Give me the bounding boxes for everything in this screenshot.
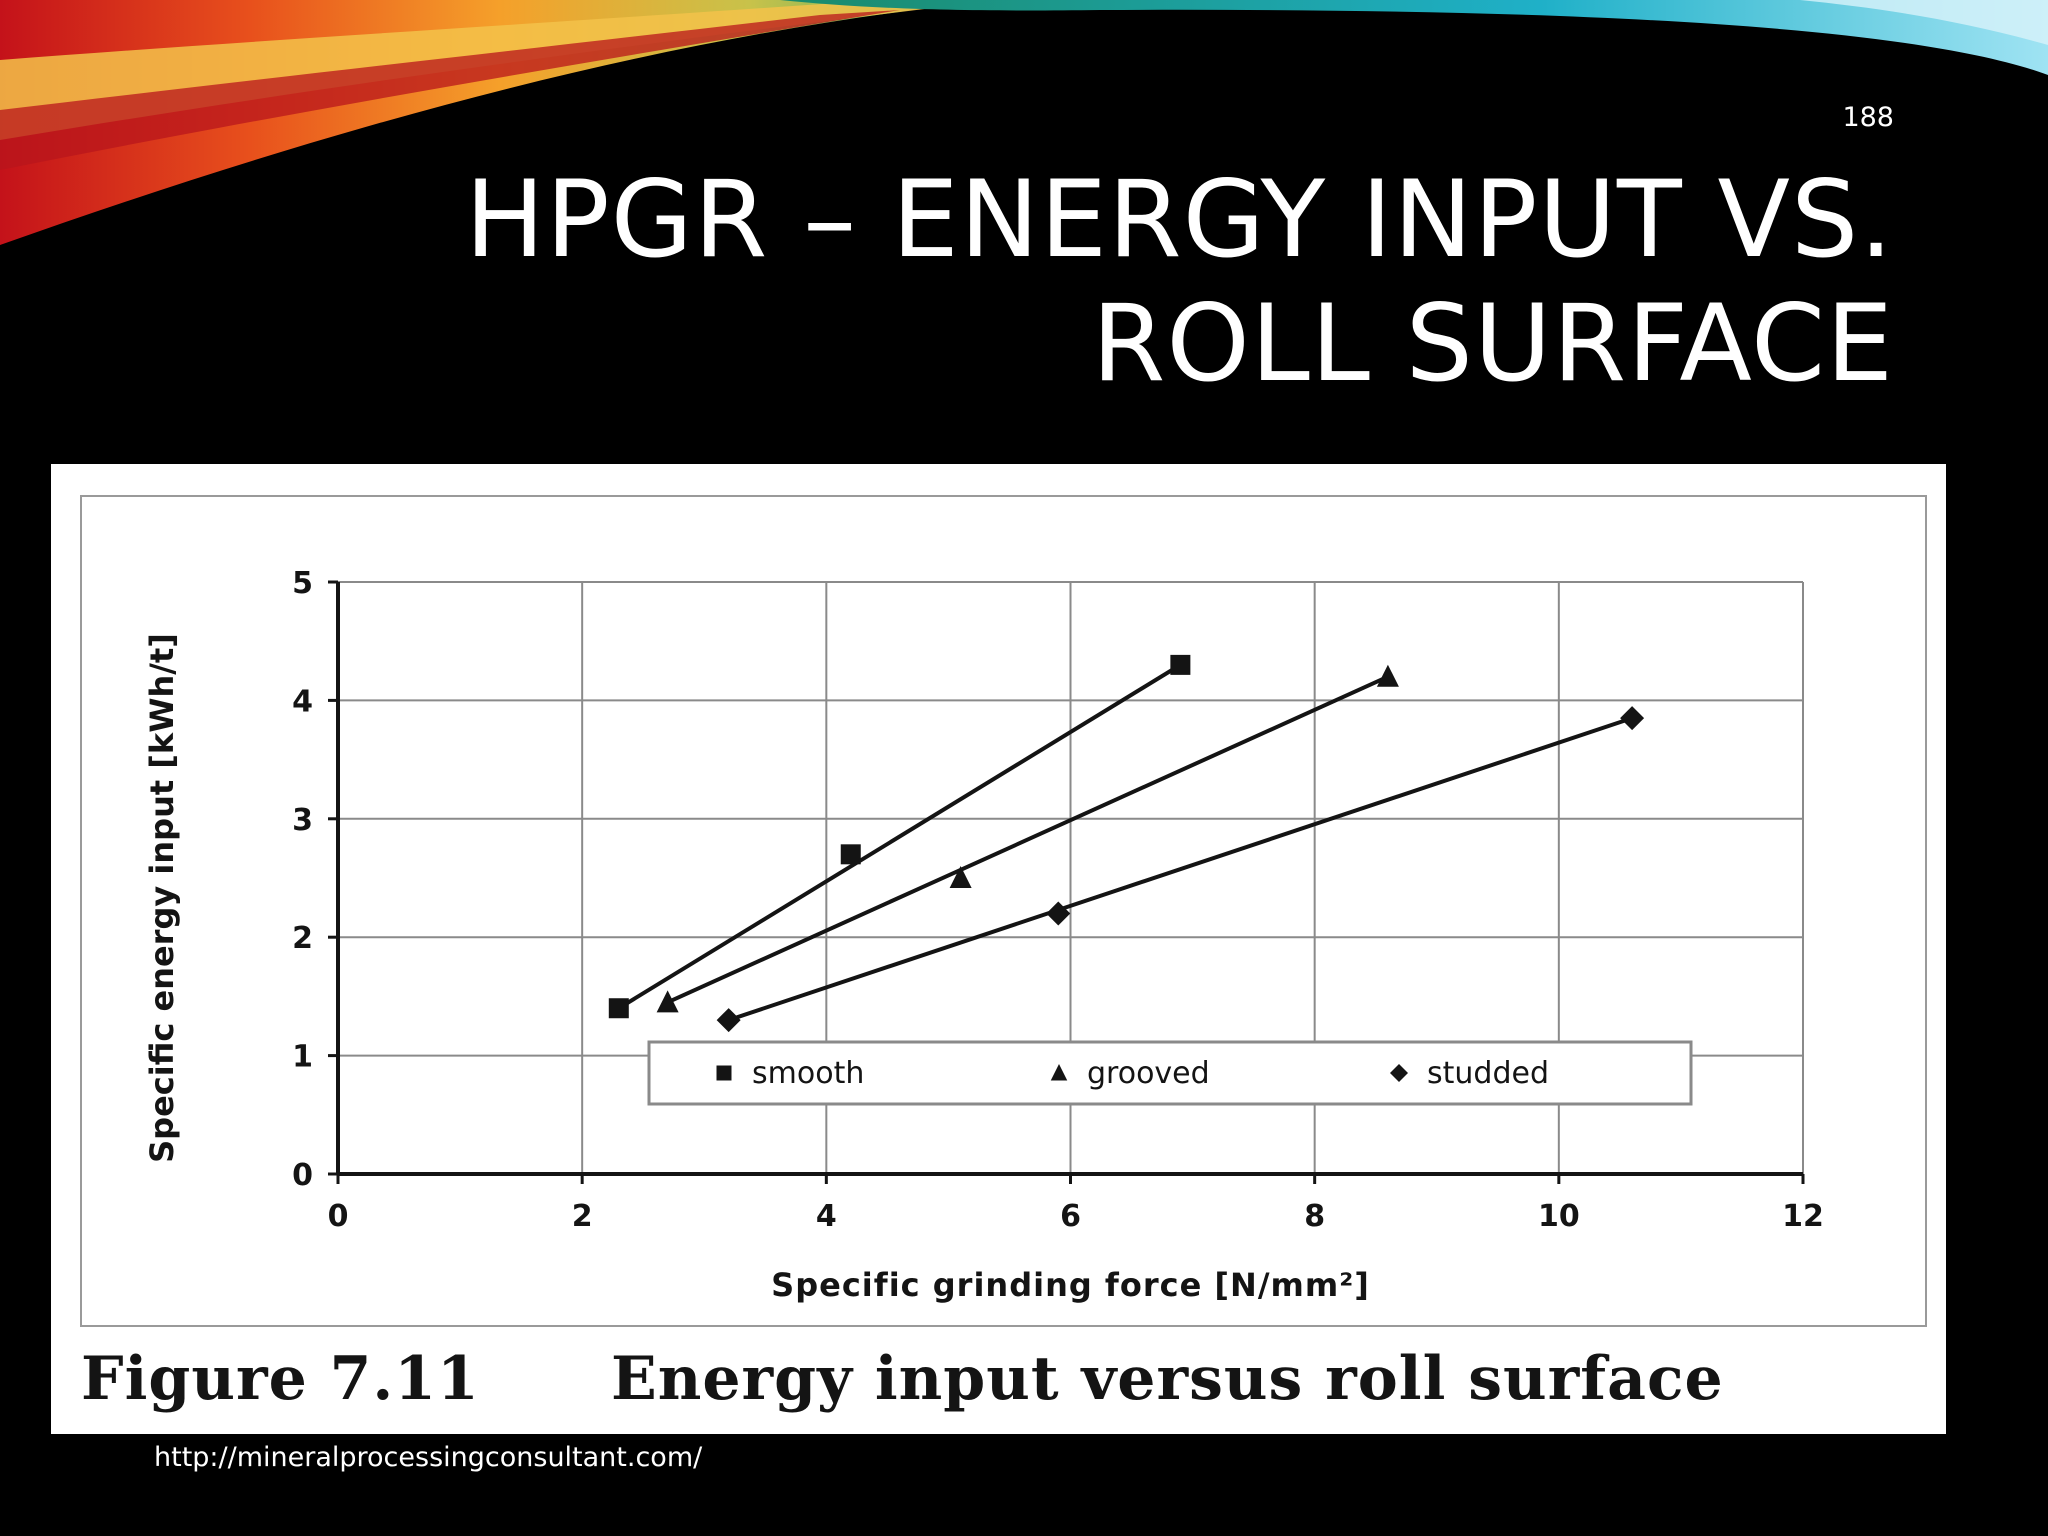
series-line-studded [728,716,1633,1022]
data-point-studded [1620,706,1645,731]
x-tick-label: 12 [1782,1199,1824,1234]
figure-frame [80,495,1927,1327]
legend-label-grooved: grooved [1087,1056,1210,1091]
x-tick-label: 2 [572,1199,593,1234]
figure-panel: 0 2 4 6 8 10 12 0 1 2 3 4 5 Specific grinding force [… [51,464,1946,1434]
series-line-grooved [666,674,1389,1005]
slide-title-line-1: HPGR – ENERGY INPUT VS. [464,158,1894,281]
legend-label-studded: studded [1427,1056,1549,1091]
x-tick-label: 6 [1060,1199,1081,1234]
legend-label-smooth: smooth [752,1056,864,1091]
legend-box [647,1040,1693,1106]
slide-number: 188 [1842,102,1894,133]
source-url-link[interactable]: http://mineralprocessingconsultant.com/ [154,1442,703,1473]
y-axis-title: Specific energy input [kWh/t] [143,633,181,1163]
data-point-grooved [656,990,679,1013]
y-tick-label: 2 [292,921,313,956]
x-tick-label: 10 [1538,1199,1580,1234]
legend-marker-grooved [1050,1064,1068,1081]
figure-caption: Figure 7.11 Energy input versus roll surf… [81,1344,1941,1414]
slide-title-line-2: ROLL SURFACE [1091,282,1894,405]
x-axis-title: Specific grinding force [N/mm²] [771,1266,1370,1304]
y-tick-label: 0 [292,1158,313,1193]
data-point-grooved [949,866,972,888]
legend-marker-smooth [716,1065,732,1081]
series-line-smooth [617,663,1182,1010]
figure-caption-number: Figure 7.11 [81,1344,480,1414]
x-tick-label: 4 [816,1199,837,1234]
data-point-smooth [1170,654,1191,675]
figure-caption-text: Energy input versus roll surface [611,1344,1724,1414]
data-point-smooth [608,998,629,1019]
y-tick-label: 3 [292,803,313,838]
y-tick-label: 5 [292,566,313,601]
y-tick-label: 4 [292,684,313,719]
slide-title: HPGR – ENERGY INPUT VS. ROLL SURFACE [394,158,1894,406]
data-point-smooth [840,844,861,865]
y-tick-label: 1 [292,1040,313,1075]
x-tick-label: 0 [328,1199,349,1234]
decorative-swoosh-banner [0,0,2048,245]
data-point-studded [716,1008,741,1033]
legend-marker-studded [1390,1064,1408,1082]
data-point-studded [1046,901,1071,926]
data-point-grooved [1376,664,1399,687]
x-tick-label: 8 [1304,1199,1325,1234]
